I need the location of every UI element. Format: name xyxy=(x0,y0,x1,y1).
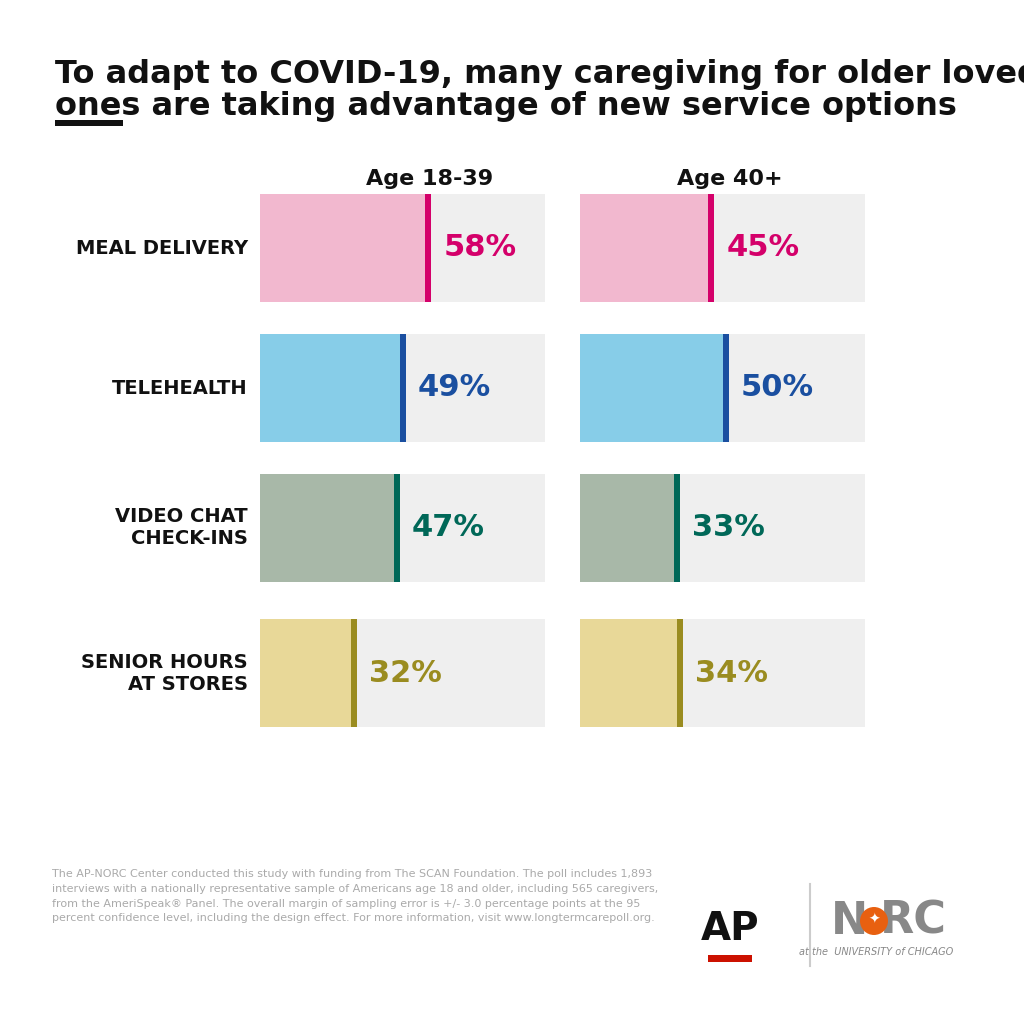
FancyBboxPatch shape xyxy=(260,194,545,302)
Text: at the  UNIVERSITY of CHICAGO: at the UNIVERSITY of CHICAGO xyxy=(799,947,953,957)
FancyBboxPatch shape xyxy=(580,618,865,727)
Text: 45%: 45% xyxy=(726,233,800,262)
FancyBboxPatch shape xyxy=(55,120,123,126)
FancyBboxPatch shape xyxy=(260,334,399,442)
FancyBboxPatch shape xyxy=(260,474,394,582)
FancyBboxPatch shape xyxy=(260,334,545,442)
FancyBboxPatch shape xyxy=(674,474,680,582)
FancyBboxPatch shape xyxy=(580,194,709,302)
FancyBboxPatch shape xyxy=(260,474,545,582)
Text: 32%: 32% xyxy=(370,658,442,687)
Text: TELEHEALTH: TELEHEALTH xyxy=(113,379,248,397)
FancyBboxPatch shape xyxy=(425,194,431,302)
FancyBboxPatch shape xyxy=(580,194,865,302)
Text: SENIOR HOURS
AT STORES: SENIOR HOURS AT STORES xyxy=(81,652,248,693)
Text: 34%: 34% xyxy=(695,658,768,687)
FancyBboxPatch shape xyxy=(580,474,674,582)
Text: 33%: 33% xyxy=(692,513,765,543)
Text: ✦: ✦ xyxy=(868,913,880,927)
Text: 50%: 50% xyxy=(740,374,814,402)
FancyBboxPatch shape xyxy=(677,618,683,727)
FancyBboxPatch shape xyxy=(580,334,865,442)
FancyBboxPatch shape xyxy=(351,618,357,727)
Text: Age 18-39: Age 18-39 xyxy=(367,169,494,189)
Text: Age 40+: Age 40+ xyxy=(677,169,782,189)
FancyBboxPatch shape xyxy=(394,474,400,582)
FancyBboxPatch shape xyxy=(723,334,728,442)
Text: VIDEO CHAT
CHECK-INS: VIDEO CHAT CHECK-INS xyxy=(116,508,248,549)
FancyBboxPatch shape xyxy=(399,334,406,442)
Text: 47%: 47% xyxy=(412,513,485,543)
Text: 49%: 49% xyxy=(418,374,490,402)
FancyBboxPatch shape xyxy=(580,334,723,442)
FancyBboxPatch shape xyxy=(580,474,865,582)
Text: ones are taking advantage of new service options: ones are taking advantage of new service… xyxy=(55,91,956,122)
FancyBboxPatch shape xyxy=(260,618,545,727)
Text: N: N xyxy=(830,899,868,942)
FancyBboxPatch shape xyxy=(580,618,677,727)
FancyBboxPatch shape xyxy=(708,955,752,962)
FancyBboxPatch shape xyxy=(709,194,715,302)
Text: The AP-NORC Center conducted this study with funding from The SCAN Foundation. T: The AP-NORC Center conducted this study … xyxy=(52,869,658,924)
Text: To adapt to COVID-19, many caregiving for older loved: To adapt to COVID-19, many caregiving fo… xyxy=(55,59,1024,90)
Text: RC: RC xyxy=(880,899,947,942)
Text: 58%: 58% xyxy=(443,233,516,262)
Text: AP: AP xyxy=(700,910,760,948)
Circle shape xyxy=(860,907,888,935)
Text: MEAL DELIVERY: MEAL DELIVERY xyxy=(76,239,248,257)
FancyBboxPatch shape xyxy=(260,618,351,727)
FancyBboxPatch shape xyxy=(260,194,425,302)
